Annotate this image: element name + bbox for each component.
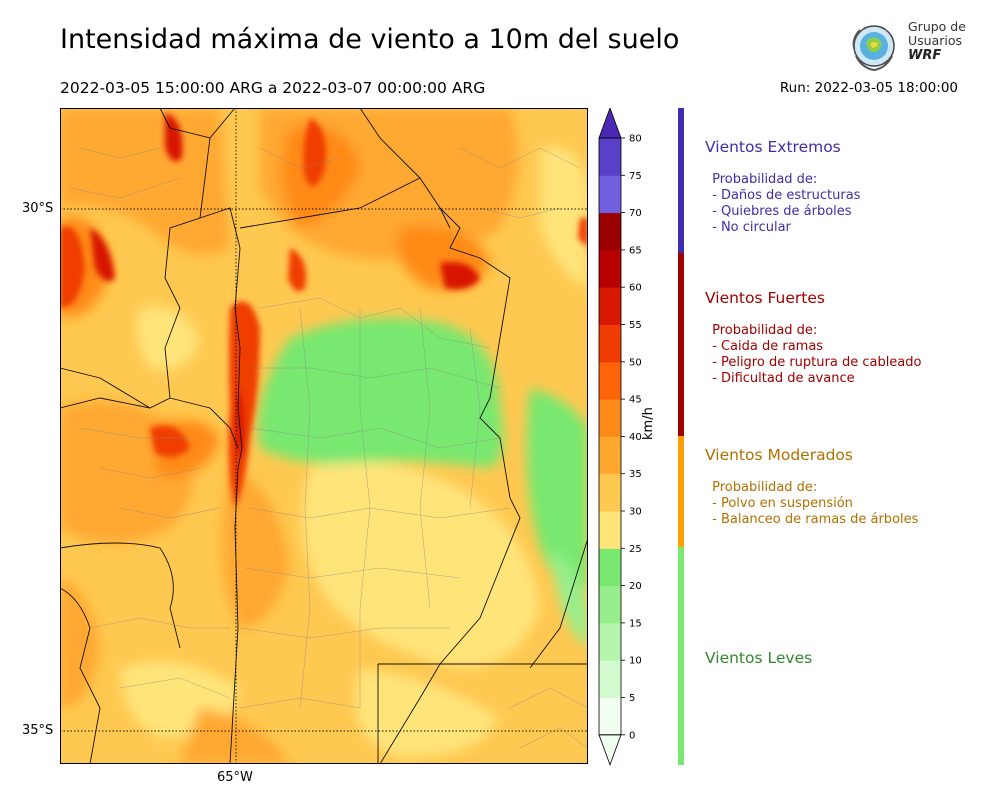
colorbar-segment [599, 399, 621, 437]
logo-line-2: Usuarios [908, 33, 963, 48]
colorbar-tick-label: 55 [629, 320, 642, 331]
page-title: Intensidad máxima de viento a 10m del su… [60, 24, 680, 55]
colorbar-tick-label: 5 [629, 693, 635, 704]
category-title: Vientos Fuertes [705, 289, 825, 307]
colorbar-segment [599, 548, 621, 587]
category-color-band [678, 108, 684, 253]
lat-label-30s: 30°S [22, 201, 54, 216]
colorbar-extend-max [598, 108, 622, 139]
category-details: Probabilidad de: - Daños de estructuras … [708, 172, 860, 236]
globe-logo-icon [852, 25, 895, 72]
colorbar-tick-label: 60 [629, 283, 642, 294]
category-detail-line: - Dificultad de avance [708, 371, 855, 386]
colorbar-tick-label: 65 [629, 245, 642, 256]
colorbar-segment [599, 585, 621, 624]
colorbar-segment [599, 175, 621, 214]
colorbar-tick-label: 25 [629, 544, 642, 555]
colorbar-segment [599, 436, 621, 475]
category-detail-line: - Polvo en suspensión [708, 496, 853, 511]
category-title: Vientos Extremos [705, 138, 841, 156]
colorbar-tick-label: 30 [629, 507, 642, 518]
category-color-band [678, 547, 684, 765]
colorbar-segment [599, 697, 621, 736]
colorbar-tick-label: 20 [629, 581, 642, 592]
category-detail-line: Probabilidad de: [708, 480, 818, 495]
colorbar-tick-label: 15 [629, 618, 642, 629]
department-borders [69, 147, 588, 749]
colorbar-tick-label: 40 [629, 432, 642, 443]
category-detail-line: - Daños de estructuras [708, 188, 861, 203]
colorbar-segment [599, 249, 621, 288]
wrf-logo: Grupo de Usuarios WRF [848, 18, 968, 74]
category-title: Vientos Leves [705, 649, 813, 667]
colorbar-segment [599, 212, 621, 251]
colorbar-unit: km/h [641, 407, 656, 440]
category-detail-line: - No circular [708, 220, 791, 235]
colorbar-segment [599, 622, 621, 661]
logo-line-3: WRF [908, 48, 942, 63]
colorbar-tick-label: 45 [629, 395, 642, 406]
colorbar-tick-label: 10 [629, 656, 642, 667]
colorbar-segment [599, 324, 621, 363]
colorbar: 0 5 10 15 20 25 30 35 40 45 50 55 60 65 70 75 80 [598, 108, 642, 766]
colorbar-tick-label: 75 [629, 171, 642, 182]
category-details: Probabilidad de: - Caida de ramas - Peli… [708, 323, 921, 387]
category-detail-line: - Balanceo de ramas de árboles [708, 512, 919, 527]
forecast-period: 2022-03-05 15:00:00 ARG a 2022-03-07 00:… [60, 79, 486, 97]
colorbar-tick-label: 80 [629, 134, 642, 145]
colorbar-extend-min [598, 734, 622, 766]
map-frame [60, 108, 588, 764]
colorbar-segment [599, 660, 621, 698]
colorbar-segment [599, 138, 621, 176]
colorbar-tick-label: 35 [629, 469, 642, 480]
lat-label-35s: 35°S [22, 723, 54, 738]
category-title: Vientos Moderados [705, 446, 853, 464]
category-details: Probabilidad de: - Polvo en suspensión -… [708, 480, 918, 528]
colorbar-segment [599, 473, 621, 512]
run-timestamp: Run: 2022-03-05 18:00:00 [779, 80, 958, 96]
lon-label-65w: 65°W [217, 770, 253, 785]
category-detail-line: Probabilidad de: [708, 172, 818, 187]
category-color-band [678, 436, 684, 547]
colorbar-tick-label: 50 [629, 357, 642, 368]
category-detail-line: - Caida de ramas [708, 339, 824, 354]
colorbar-segment [599, 511, 621, 549]
wind-intensity-map [60, 108, 588, 764]
colorbar-tick-label: 0 [629, 730, 635, 741]
category-detail-line: - Peligro de ruptura de cableado [708, 355, 922, 370]
colorbar-tick-label: 70 [629, 208, 642, 219]
colorbar-segment [599, 361, 621, 400]
category-detail-line: Probabilidad de: [708, 323, 818, 338]
category-detail-line: - Quiebres de árboles [708, 204, 852, 219]
province-borders [60, 108, 588, 764]
logo-line-1: Grupo de [908, 19, 966, 34]
graticule [60, 108, 588, 764]
category-color-band [678, 253, 684, 436]
colorbar-segment [599, 287, 621, 325]
